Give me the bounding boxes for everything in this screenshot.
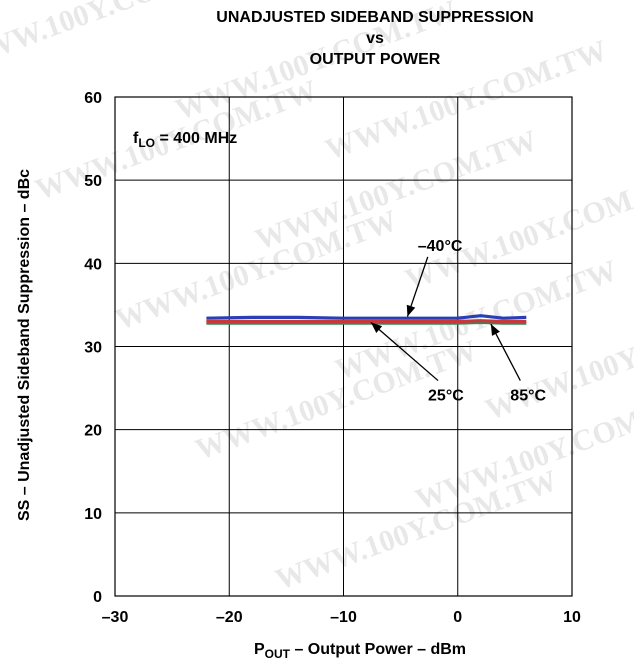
annotation-label: –40°C [418,238,463,255]
x-tick-label: 10 [563,609,581,626]
chart-title-line-2: vs [366,30,384,47]
plot-frame [114,96,573,597]
x-tick-label: 0 [453,609,462,626]
x-tick-label: –10 [330,609,357,626]
y-tick-labels: 0 10 20 30 40 50 60 [84,90,102,606]
series-layer [206,314,527,325]
series-line-2 [206,319,527,324]
chart-title-line-3: OUTPUT POWER [310,51,441,68]
annotation-arrow-line [370,321,439,382]
watermark-text: WWW.100Y.COM.TW [0,0,241,77]
y-tick-label: 10 [84,506,102,523]
y-axis-label: SS – Unadjusted Sideband Suppression – d… [16,169,33,521]
x-axis-label: POUT – Output Power – dBm [254,641,466,661]
y-tick-label: 30 [84,340,102,357]
annotation-label: 85°C [510,388,546,405]
y-tick-label: 0 [93,589,102,606]
grid [114,96,573,597]
series-line-1 [206,320,527,325]
annotation-arrow-head [370,322,383,333]
y-tick-label: 60 [84,90,102,107]
x-tick-label: –30 [102,609,129,626]
condition-label: fLO = 400 MHz [133,130,237,150]
x-tick-labels: –30 –20 –10 0 10 [102,609,581,626]
annotation-arrow-head [406,304,416,317]
y-tick-label: 20 [84,423,102,440]
series-line-0 [206,314,527,320]
x-tick-label: –20 [216,609,243,626]
y-tick-label: 50 [84,173,102,190]
y-tick-label: 40 [84,256,102,273]
annotation-layer: –40°C 25°C 85°C [370,238,547,405]
annotation-label: 25°C [428,388,464,405]
chart-title-line-1: UNADJUSTED SIDEBAND SUPPRESSION [216,9,533,26]
annotation-arrow-head [490,324,500,336]
